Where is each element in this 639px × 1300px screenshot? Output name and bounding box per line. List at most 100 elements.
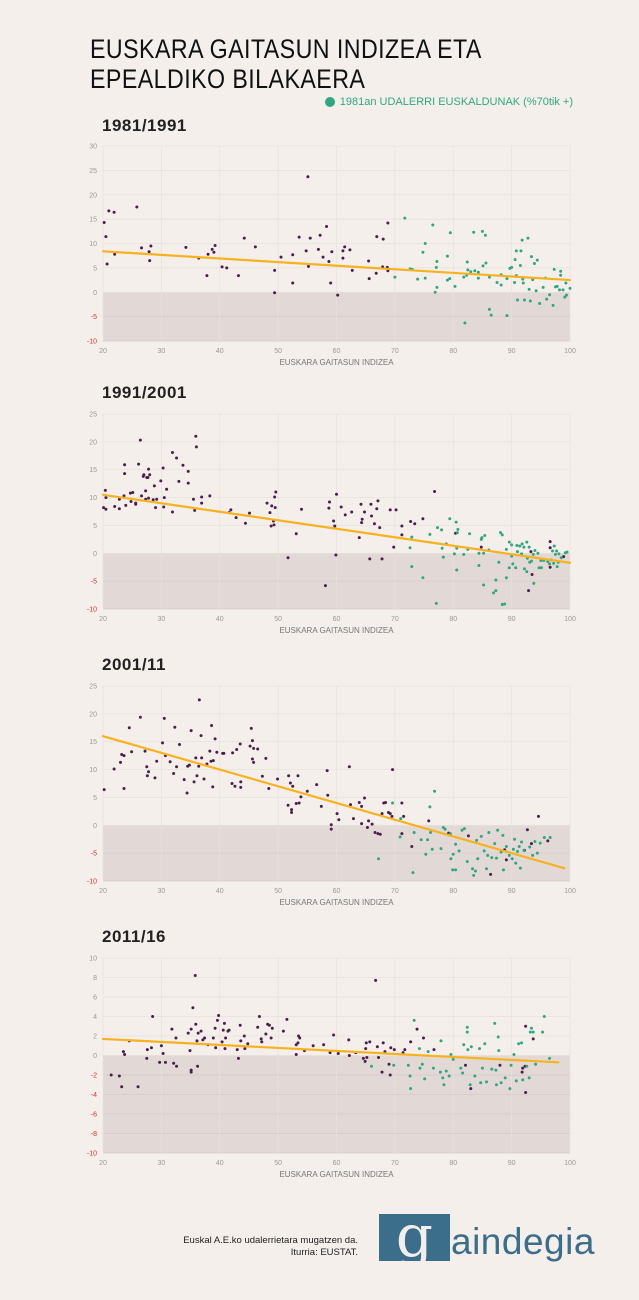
data-point-euskaldun bbox=[484, 261, 488, 265]
data-point-euskaldun bbox=[534, 289, 538, 293]
data-point-other bbox=[186, 469, 190, 473]
data-point-euskaldun bbox=[485, 1080, 489, 1084]
data-point-euskaldun bbox=[522, 298, 526, 302]
data-point-euskaldun bbox=[487, 275, 491, 279]
data-point-other bbox=[185, 791, 189, 795]
data-point-euskaldun bbox=[479, 834, 483, 838]
data-point-other bbox=[248, 511, 252, 515]
y-tick-label: 0 bbox=[93, 551, 97, 558]
data-point-euskaldun bbox=[452, 552, 456, 556]
data-point-other bbox=[370, 514, 374, 518]
data-point-other bbox=[138, 715, 142, 719]
data-point-euskaldun bbox=[504, 576, 508, 580]
y-tick-label: 5 bbox=[93, 265, 97, 272]
data-point-other bbox=[202, 777, 206, 781]
data-point-other bbox=[193, 974, 197, 978]
data-point-euskaldun bbox=[564, 281, 568, 285]
data-point-other bbox=[390, 814, 394, 818]
data-point-other bbox=[122, 754, 126, 758]
data-point-other bbox=[136, 1085, 140, 1089]
data-point-other bbox=[335, 492, 338, 496]
data-point-other bbox=[306, 264, 310, 268]
data-point-other bbox=[194, 434, 198, 438]
data-point-other bbox=[246, 1042, 250, 1046]
data-point-euskaldun bbox=[521, 281, 525, 285]
data-point-euskaldun bbox=[468, 1083, 472, 1087]
data-point-euskaldun bbox=[445, 278, 449, 282]
data-point-euskaldun bbox=[441, 1076, 445, 1080]
data-point-euskaldun bbox=[392, 1063, 396, 1067]
y-tick-label: 4 bbox=[93, 1014, 97, 1021]
data-point-other bbox=[392, 545, 396, 549]
data-point-euskaldun bbox=[487, 307, 491, 311]
data-point-euskaldun bbox=[542, 1015, 546, 1018]
gaindegia-logo: g aindegia bbox=[379, 1214, 595, 1261]
data-point-other bbox=[370, 822, 374, 826]
data-point-other bbox=[305, 789, 309, 793]
data-point-euskaldun bbox=[462, 827, 466, 831]
data-point-other bbox=[367, 277, 371, 281]
trend-line bbox=[101, 493, 572, 564]
chart-title-2001-11: 2001/11 bbox=[102, 655, 167, 674]
data-point-other bbox=[159, 1044, 163, 1048]
data-point-euskaldun bbox=[428, 805, 432, 809]
data-point-other bbox=[364, 1041, 368, 1045]
data-point-other bbox=[194, 1022, 198, 1026]
data-point-other bbox=[175, 765, 179, 769]
data-point-other bbox=[117, 507, 121, 511]
data-point-other bbox=[214, 1046, 218, 1050]
data-point-euskaldun bbox=[460, 828, 464, 832]
data-point-euskaldun bbox=[501, 833, 505, 837]
x-tick-label: 30 bbox=[157, 348, 165, 355]
data-point-euskaldun bbox=[539, 566, 543, 570]
data-point-euskaldun bbox=[426, 1050, 430, 1054]
legend: 1981an UDALERRI EUSKALDUNAK (%70tik +) bbox=[324, 96, 573, 108]
data-point-other bbox=[389, 1046, 393, 1050]
data-point-other bbox=[378, 526, 382, 530]
legend-dot-icon bbox=[324, 97, 335, 107]
data-point-euskaldun bbox=[473, 269, 477, 273]
data-point-other bbox=[378, 832, 382, 836]
y-tick-label: 2 bbox=[93, 1034, 97, 1041]
data-point-other bbox=[259, 1037, 263, 1041]
data-point-euskaldun bbox=[440, 546, 444, 550]
data-point-euskaldun bbox=[439, 847, 443, 851]
data-point-other bbox=[524, 1091, 528, 1095]
data-point-other bbox=[127, 726, 131, 730]
data-point-other bbox=[375, 1045, 379, 1049]
data-point-euskaldun bbox=[521, 277, 525, 281]
data-point-other bbox=[377, 1055, 381, 1059]
data-point-euskaldun bbox=[550, 549, 554, 553]
data-point-other bbox=[391, 768, 395, 772]
data-point-other bbox=[367, 259, 371, 263]
data-point-euskaldun bbox=[455, 568, 459, 572]
data-point-other bbox=[159, 479, 163, 483]
data-point-euskaldun bbox=[520, 542, 524, 546]
data-point-euskaldun bbox=[469, 270, 473, 274]
data-point-other bbox=[274, 490, 278, 494]
x-tick-label: 50 bbox=[274, 1160, 282, 1167]
data-point-euskaldun bbox=[495, 281, 499, 284]
data-point-euskaldun bbox=[525, 570, 529, 574]
y-tick-label: 6 bbox=[93, 995, 97, 1002]
data-point-euskaldun bbox=[557, 552, 561, 556]
legend-label: 1981an UDALERRI EUSKALDUNAK (%70tik +) bbox=[339, 96, 573, 108]
data-point-other bbox=[272, 523, 276, 527]
data-point-other bbox=[102, 506, 106, 510]
data-point-other bbox=[130, 750, 134, 754]
data-point-other bbox=[381, 237, 385, 241]
data-point-other bbox=[531, 1037, 535, 1041]
data-point-other bbox=[327, 500, 331, 504]
data-point-other bbox=[291, 281, 295, 285]
data-point-other bbox=[220, 265, 224, 269]
data-point-other bbox=[189, 1027, 193, 1031]
data-point-other bbox=[548, 540, 552, 544]
data-point-other bbox=[188, 1049, 192, 1053]
data-point-euskaldun bbox=[500, 533, 504, 537]
data-point-euskaldun bbox=[451, 1057, 455, 1061]
data-point-other bbox=[210, 247, 214, 251]
data-point-other bbox=[194, 756, 198, 760]
data-point-other bbox=[299, 507, 303, 511]
y-tick-label: 20 bbox=[89, 439, 97, 446]
title-line-2: EPEALDIKO BILAKAERA bbox=[90, 64, 366, 94]
